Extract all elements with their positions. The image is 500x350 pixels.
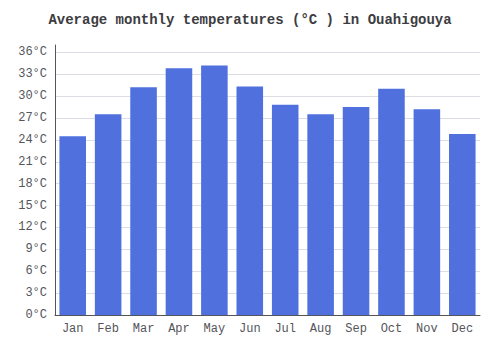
svg-text:Feb: Feb — [97, 322, 119, 336]
svg-text:6°C: 6°C — [25, 264, 47, 278]
svg-text:Jan: Jan — [62, 322, 84, 336]
svg-text:Nov: Nov — [416, 322, 438, 336]
svg-text:May: May — [204, 322, 226, 336]
svg-text:3°C: 3°C — [25, 286, 47, 300]
svg-text:12°C: 12°C — [18, 220, 47, 234]
svg-text:Apr: Apr — [168, 322, 190, 336]
svg-text:Dec: Dec — [451, 322, 473, 336]
svg-text:Sep: Sep — [345, 322, 367, 336]
svg-text:9°C: 9°C — [25, 242, 47, 256]
svg-text:21°C: 21°C — [18, 155, 47, 169]
svg-text:33°C: 33°C — [18, 67, 47, 81]
svg-text:Average monthly temperatures (: Average monthly temperatures (°C ) in Ou… — [48, 12, 452, 28]
svg-text:Aug: Aug — [310, 322, 332, 336]
svg-text:Jul: Jul — [274, 322, 296, 336]
svg-text:36°C: 36°C — [18, 45, 47, 59]
svg-text:0°C: 0°C — [25, 308, 47, 322]
svg-text:Oct: Oct — [381, 322, 403, 336]
svg-text:15°C: 15°C — [18, 199, 47, 213]
svg-text:30°C: 30°C — [18, 89, 47, 103]
svg-text:Mar: Mar — [133, 322, 155, 336]
svg-text:27°C: 27°C — [18, 111, 47, 125]
svg-text:24°C: 24°C — [18, 133, 47, 147]
svg-text:Jun: Jun — [239, 322, 261, 336]
svg-text:18°C: 18°C — [18, 177, 47, 191]
